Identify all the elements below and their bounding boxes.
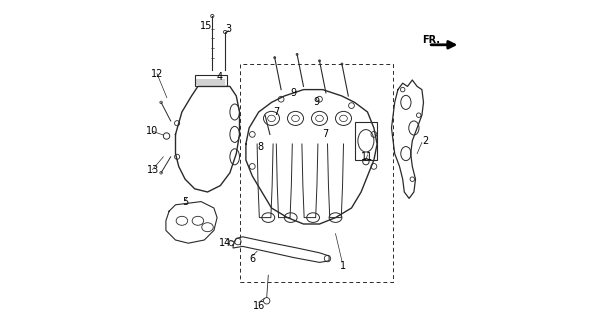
Text: 16: 16 bbox=[253, 300, 265, 311]
Text: 4: 4 bbox=[216, 72, 222, 82]
Text: 7: 7 bbox=[322, 129, 328, 140]
Text: 12: 12 bbox=[151, 68, 163, 79]
Text: 14: 14 bbox=[219, 238, 231, 248]
Text: 10: 10 bbox=[146, 126, 158, 136]
Text: 9: 9 bbox=[291, 88, 297, 98]
Bar bbox=[195, 75, 226, 86]
Text: 15: 15 bbox=[200, 20, 212, 31]
Text: 2: 2 bbox=[422, 136, 428, 146]
Text: 3: 3 bbox=[225, 24, 231, 34]
Text: 1: 1 bbox=[341, 260, 347, 271]
Text: 13: 13 bbox=[147, 164, 159, 175]
Text: 11: 11 bbox=[361, 152, 374, 162]
Text: 8: 8 bbox=[257, 142, 263, 152]
Text: FR.: FR. bbox=[422, 35, 441, 45]
Bar bbox=[354, 122, 377, 160]
Text: 9: 9 bbox=[313, 97, 319, 108]
Text: 6: 6 bbox=[249, 254, 256, 264]
Text: 7: 7 bbox=[273, 107, 279, 117]
Text: 5: 5 bbox=[182, 196, 188, 207]
